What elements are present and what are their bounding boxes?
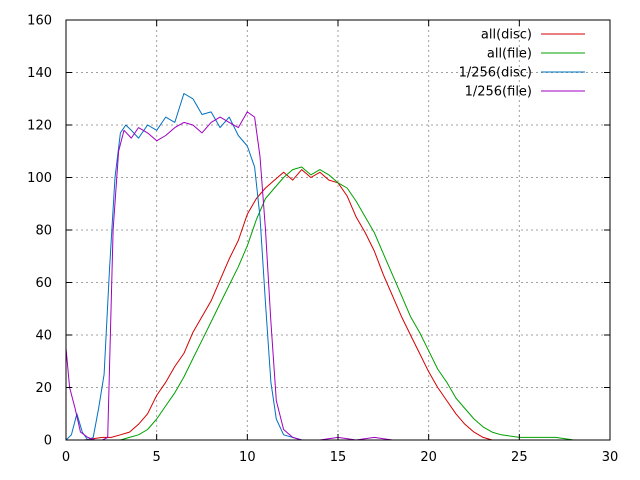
- legend-label: 1/256(file): [465, 85, 532, 100]
- y-tick-label: 160: [27, 14, 52, 29]
- x-tick-label: 30: [602, 450, 619, 465]
- y-tick-label: 80: [35, 224, 52, 239]
- series-line-1: [66, 169, 511, 441]
- y-tick-label: 0: [44, 434, 52, 449]
- axis-ticks: 0 5 10 15 20 25 30 0 20 40 60 80 100 120 140 160: [27, 14, 618, 466]
- y-tick-label: 60: [35, 276, 52, 291]
- series-line-3: [65, 93, 447, 441]
- x-tick-label: 5: [153, 450, 161, 465]
- y-tick-label: 40: [35, 329, 52, 344]
- y-tick-label: 140: [27, 66, 52, 81]
- x-tick-label: 20: [420, 450, 437, 465]
- y-tick-label: 100: [27, 171, 52, 186]
- x-tick-label: 0: [62, 450, 70, 465]
- legend: all(disc) all(file) 1/256(disc) 1/256(file): [459, 28, 585, 100]
- y-tick-label: 120: [27, 119, 52, 134]
- grid: [66, 20, 610, 440]
- x-tick-label: 25: [511, 450, 528, 465]
- x-tick-label: 15: [330, 450, 347, 465]
- legend-label: 1/256(disc): [459, 66, 532, 81]
- legend-label: all(file): [487, 47, 532, 62]
- y-tick-label: 20: [35, 381, 52, 396]
- series-line-4: [65, 111, 411, 441]
- series-line-2: [66, 166, 610, 441]
- legend-label: all(disc): [481, 28, 532, 43]
- x-tick-label: 10: [239, 450, 256, 465]
